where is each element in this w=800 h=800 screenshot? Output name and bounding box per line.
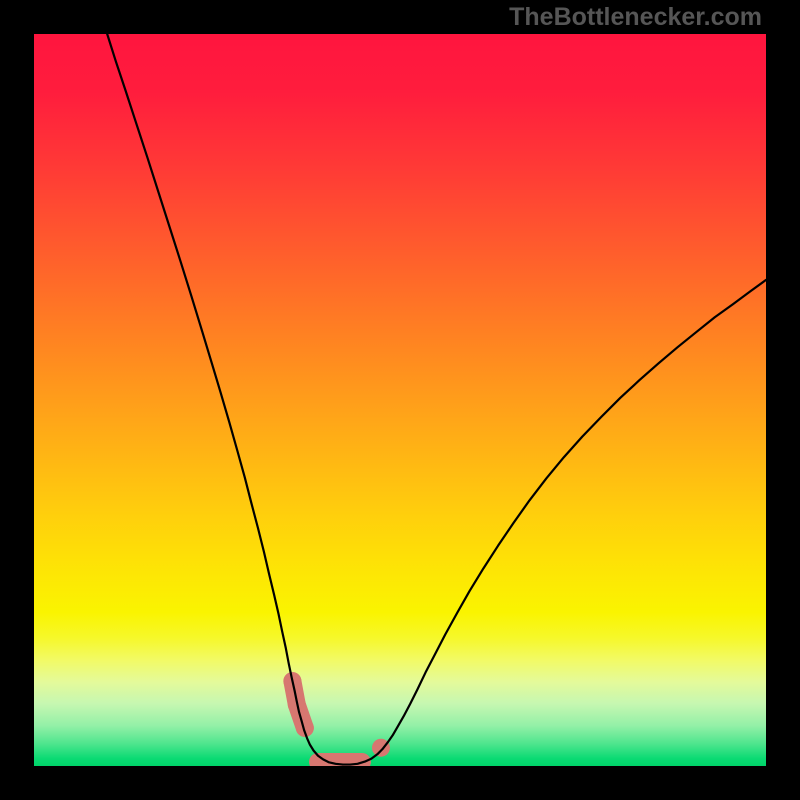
watermark-attribution: TheBottlenecker.com — [509, 3, 762, 32]
plot-area — [34, 34, 766, 766]
chart-canvas: TheBottlenecker.com — [0, 0, 800, 800]
